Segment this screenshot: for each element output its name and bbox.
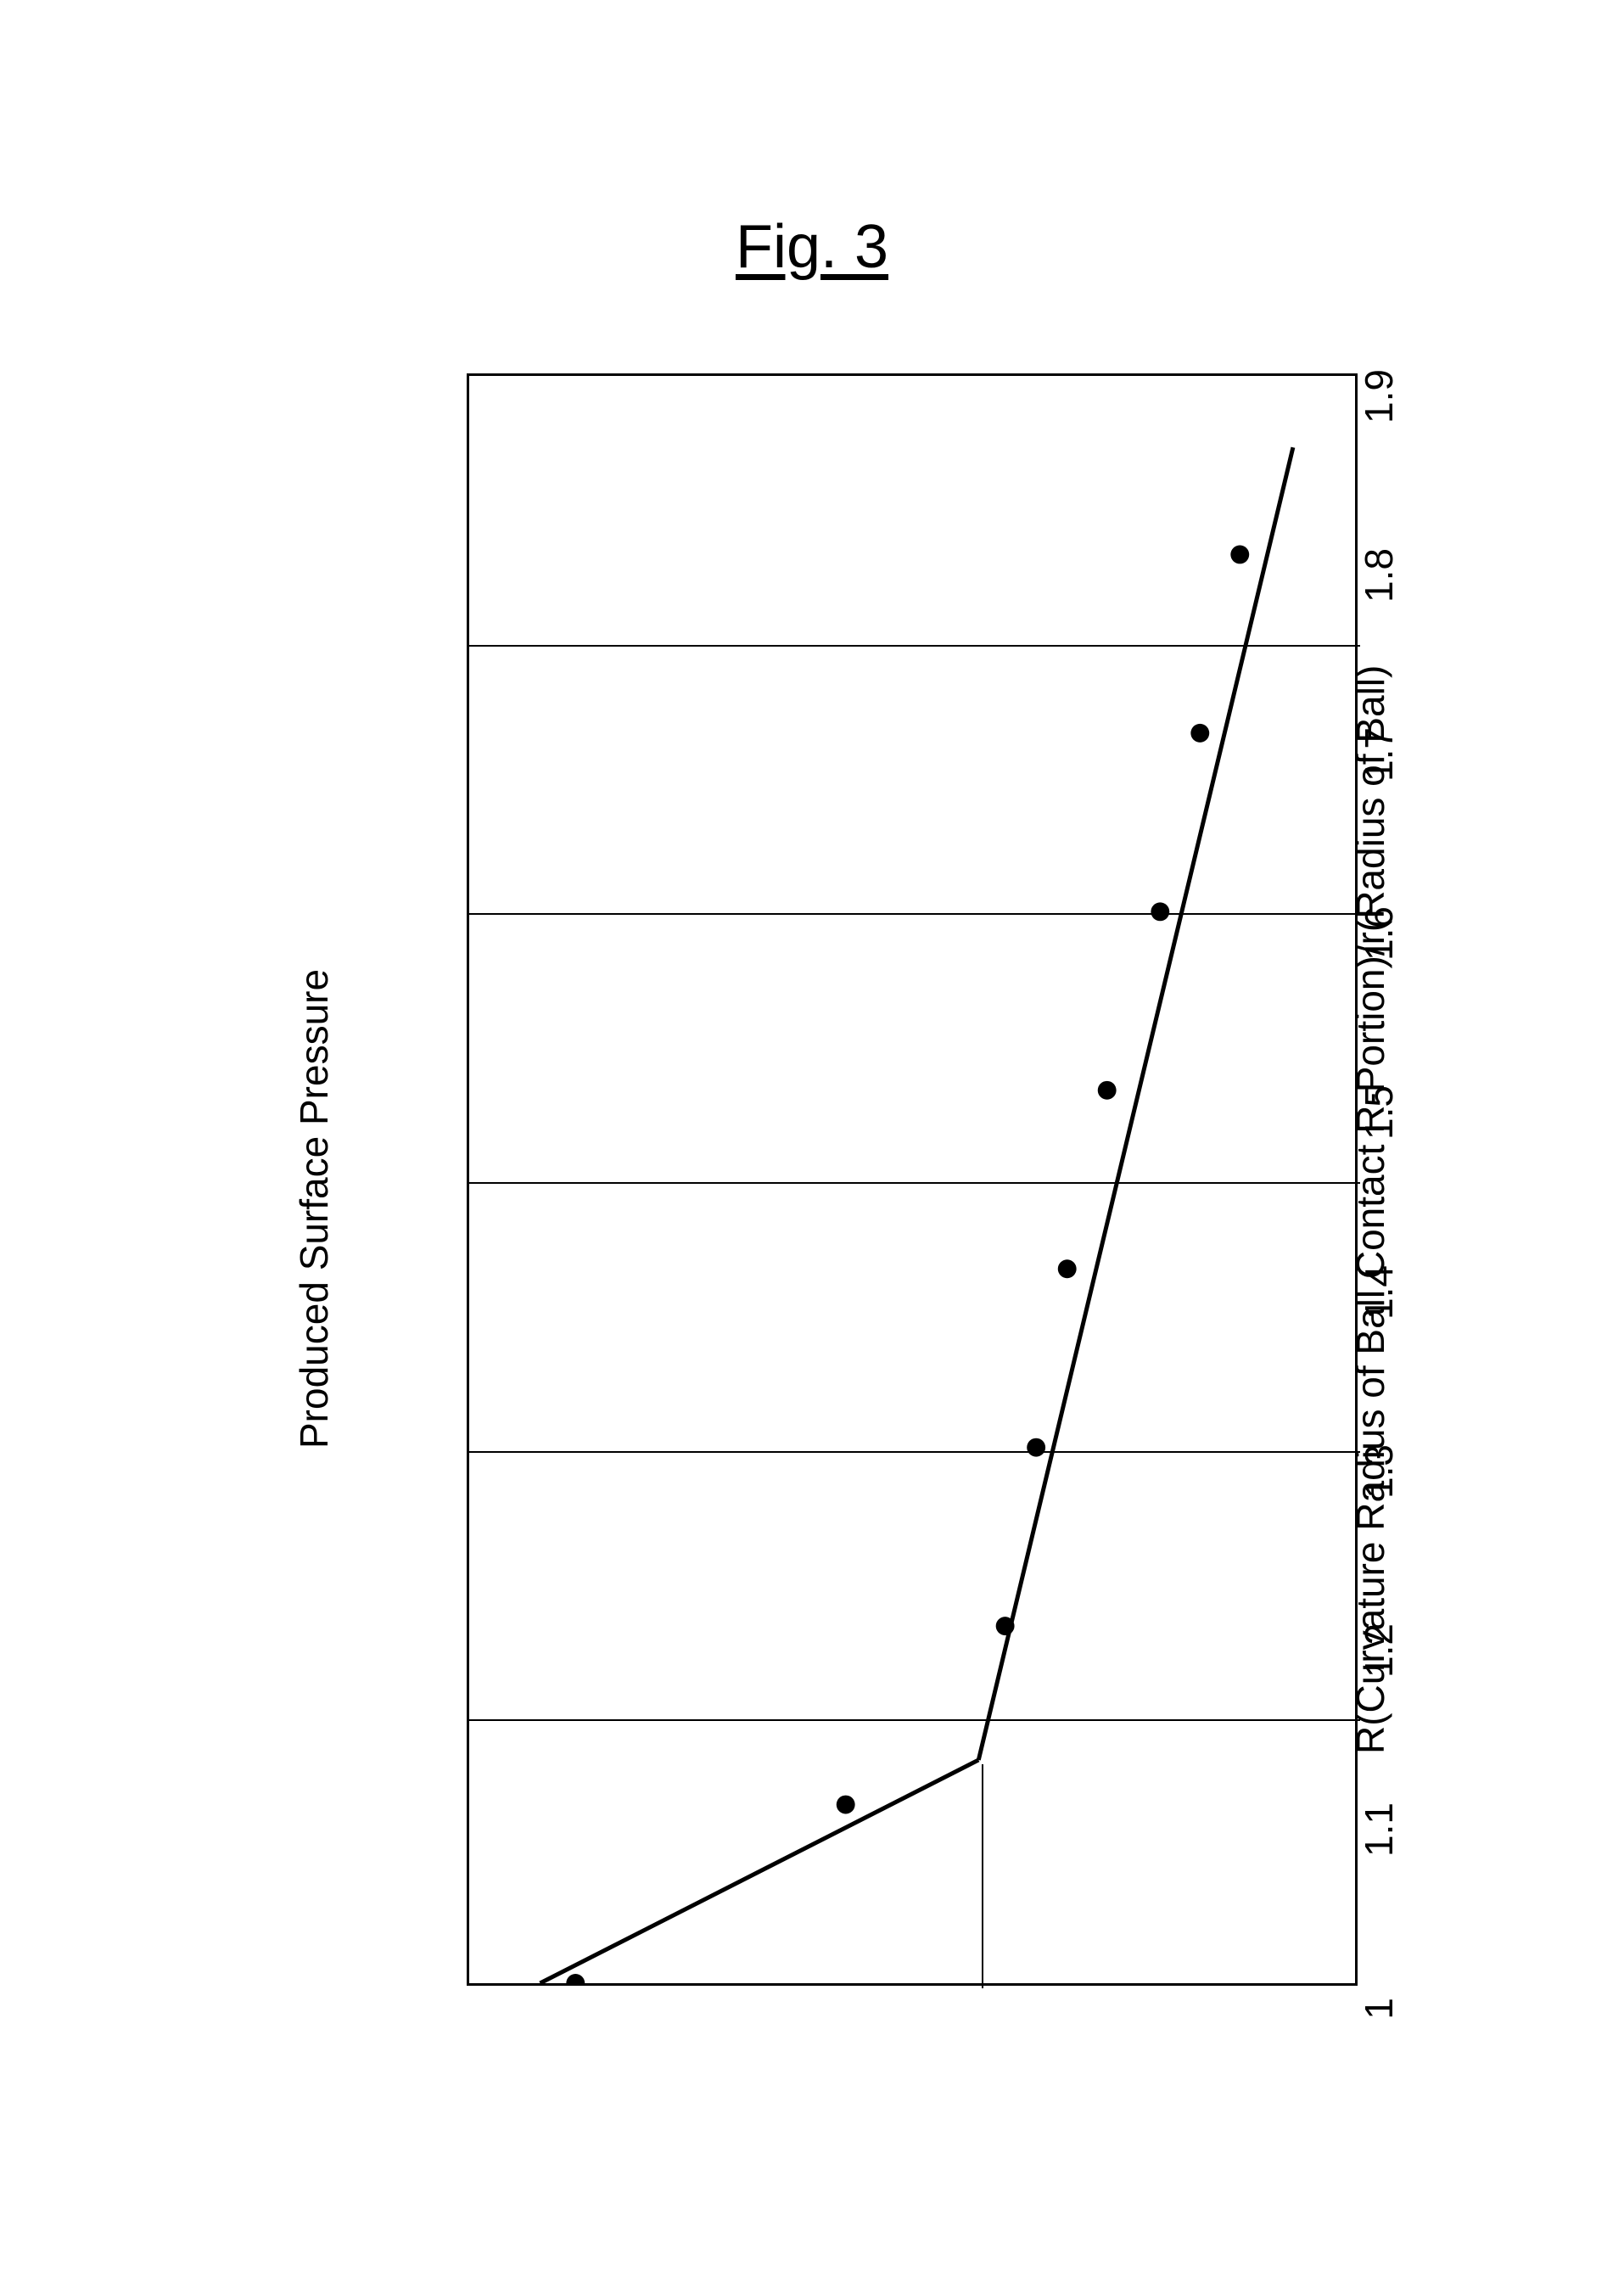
data-point (566, 1974, 585, 1983)
data-point (1190, 724, 1209, 743)
data-point (1151, 902, 1169, 921)
chart-container: 11.11.21.31.41.51.61.71.81.9 R(Curvature… (297, 373, 1485, 1986)
y-axis-label: Produced Surface Pressure (291, 969, 337, 1449)
plot-area (467, 373, 1358, 1986)
x-tick-label: 1 (1356, 1998, 1402, 2020)
data-point (1230, 545, 1249, 563)
x-axis-label: R(Curvature Radius of Ball Contact R-Por… (1347, 665, 1393, 1754)
x-tick-label: 1.8 (1356, 548, 1402, 603)
data-point (1058, 1259, 1077, 1278)
data-point (996, 1617, 1015, 1635)
chart-svg (469, 376, 1355, 1983)
trend-line (978, 447, 1293, 1760)
x-tick-label: 1.1 (1356, 1802, 1402, 1857)
trend-line (540, 1760, 979, 1983)
data-point (1027, 1438, 1045, 1457)
figure-title: Fig. 3 (736, 212, 888, 282)
data-point (1098, 1081, 1117, 1100)
x-tick-label: 1.9 (1356, 369, 1402, 423)
data-point (837, 1796, 855, 1814)
